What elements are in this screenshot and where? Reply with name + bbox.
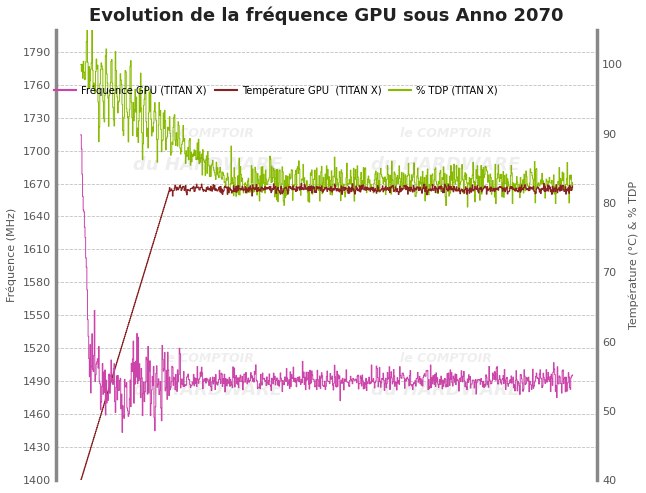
% TDP (TITAN X) bbox=[501, 180, 509, 186]
% TDP (TITAN X) bbox=[108, 57, 116, 63]
Température GPU  (TITAN X) bbox=[107, 378, 115, 384]
Température GPU  (TITAN X) bbox=[450, 183, 457, 189]
Température GPU  (TITAN X) bbox=[362, 184, 370, 190]
Température GPU  (TITAN X) bbox=[540, 180, 548, 186]
% TDP (TITAN X) bbox=[463, 204, 471, 210]
% TDP (TITAN X) bbox=[391, 171, 399, 176]
Fréquence GPU (TITAN X) bbox=[107, 357, 115, 363]
Line: % TDP (TITAN X): % TDP (TITAN X) bbox=[81, 27, 572, 207]
Température GPU  (TITAN X) bbox=[375, 187, 383, 193]
Y-axis label: Fréquence (MHz): Fréquence (MHz) bbox=[7, 208, 17, 302]
Legend: Fréquence GPU (TITAN X), Température GPU  (TITAN X), % TDP (TITAN X): Fréquence GPU (TITAN X), Température GPU… bbox=[50, 81, 502, 100]
Text: le COMPTOIR: le COMPTOIR bbox=[162, 127, 253, 140]
Température GPU  (TITAN X) bbox=[390, 188, 398, 194]
Line: Température GPU  (TITAN X): Température GPU (TITAN X) bbox=[81, 183, 572, 480]
Text: du HARDWARE: du HARDWARE bbox=[133, 381, 282, 399]
Fréquence GPU (TITAN X) bbox=[363, 379, 371, 385]
Température GPU  (TITAN X) bbox=[77, 477, 85, 483]
Line: Fréquence GPU (TITAN X): Fréquence GPU (TITAN X) bbox=[81, 135, 572, 432]
Fréquence GPU (TITAN X) bbox=[77, 132, 85, 138]
Text: du HARDWARE: du HARDWARE bbox=[133, 156, 282, 174]
% TDP (TITAN X) bbox=[376, 170, 384, 176]
% TDP (TITAN X) bbox=[83, 24, 90, 30]
Text: du HARDWARE: du HARDWARE bbox=[371, 381, 520, 399]
Y-axis label: Température (°C) & % TDP: Température (°C) & % TDP bbox=[629, 181, 639, 329]
Fréquence GPU (TITAN X) bbox=[118, 429, 126, 435]
Text: le COMPTOIR: le COMPTOIR bbox=[400, 352, 492, 365]
Text: le COMPTOIR: le COMPTOIR bbox=[400, 127, 492, 140]
Title: Evolution de la fréquence GPU sous Anno 2070: Evolution de la fréquence GPU sous Anno … bbox=[89, 7, 564, 26]
% TDP (TITAN X) bbox=[77, 62, 85, 68]
Température GPU  (TITAN X) bbox=[568, 183, 576, 189]
% TDP (TITAN X) bbox=[568, 179, 576, 185]
% TDP (TITAN X) bbox=[450, 176, 458, 182]
Text: du HARDWARE: du HARDWARE bbox=[371, 156, 520, 174]
Fréquence GPU (TITAN X) bbox=[391, 384, 399, 389]
Text: le COMPTOIR: le COMPTOIR bbox=[162, 352, 253, 365]
Fréquence GPU (TITAN X) bbox=[376, 378, 384, 384]
% TDP (TITAN X) bbox=[363, 184, 371, 190]
Température GPU  (TITAN X) bbox=[501, 185, 508, 191]
Fréquence GPU (TITAN X) bbox=[568, 372, 576, 378]
Fréquence GPU (TITAN X) bbox=[501, 378, 508, 384]
Fréquence GPU (TITAN X) bbox=[450, 379, 458, 385]
